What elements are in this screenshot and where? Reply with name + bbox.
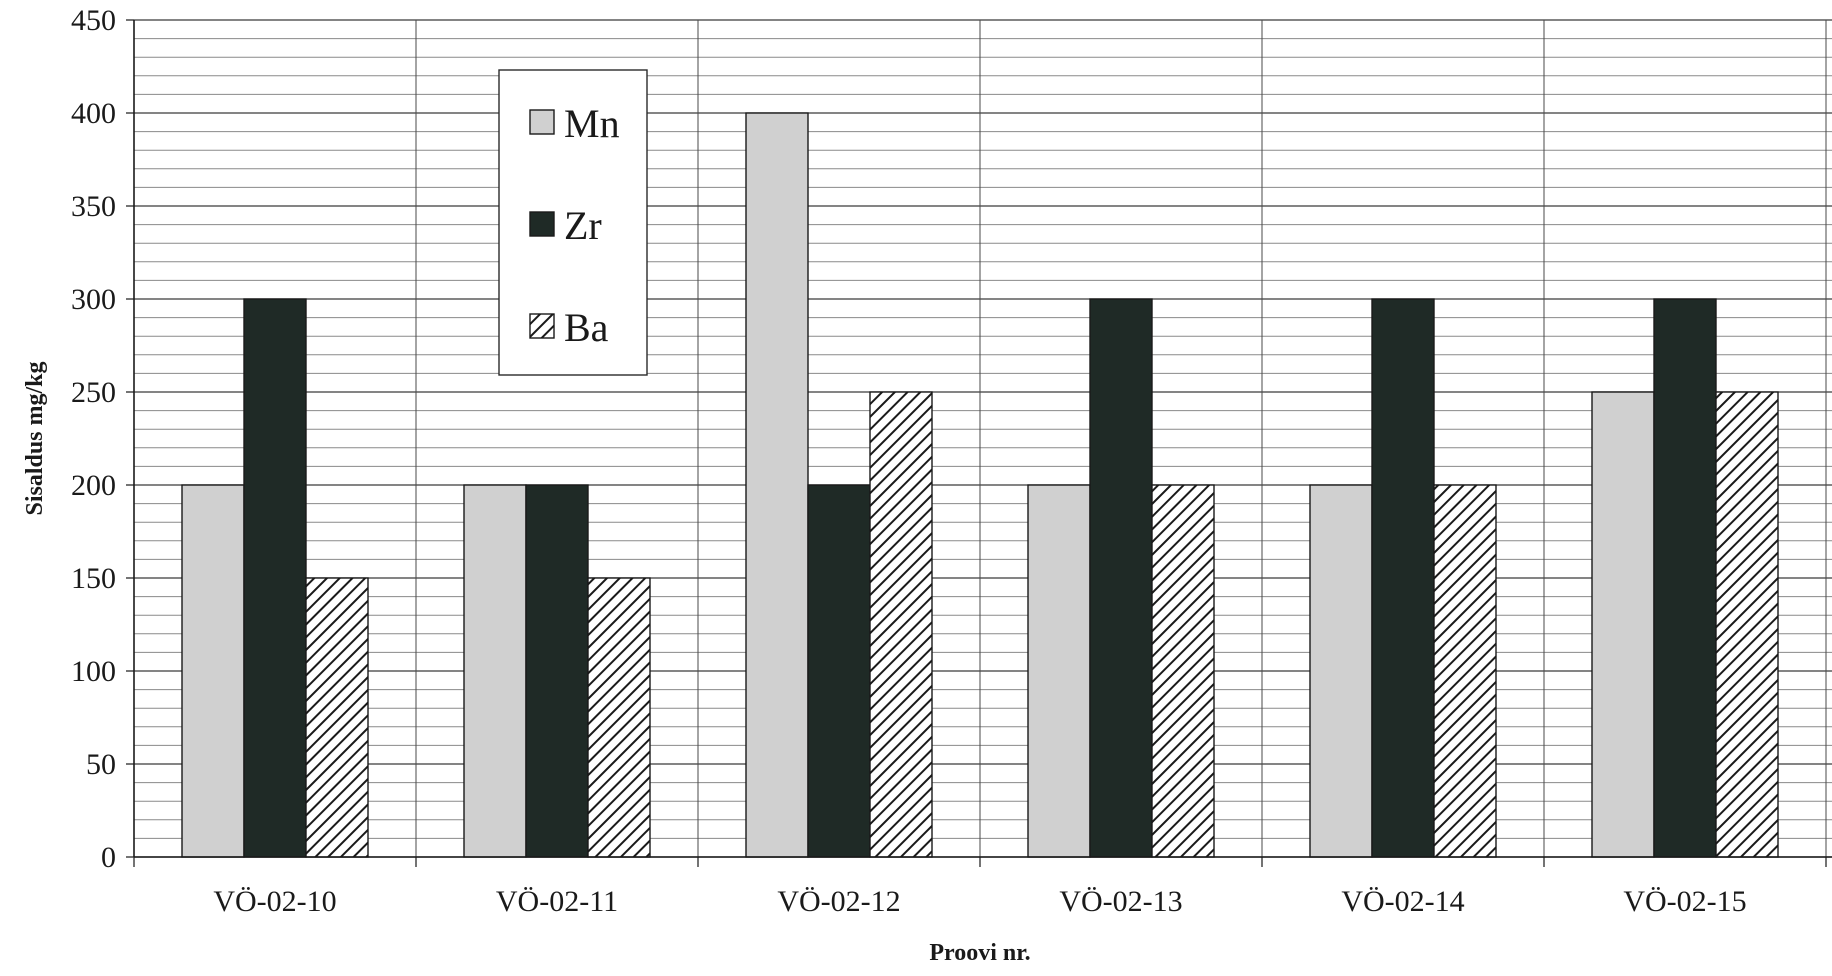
x-tick-label: VÖ-02-10: [213, 885, 336, 918]
x-tick-label: VÖ-02-11: [496, 885, 618, 918]
bar-mn-vö-02-15: [1591, 391, 1655, 858]
legend-label-zr: Zr: [564, 203, 602, 248]
y-tick-label: 200: [71, 469, 116, 502]
bar-mn-vö-02-13: [1027, 484, 1091, 858]
minor-gridlines: [134, 38, 1832, 839]
bar-zr-vö-02-10: [243, 298, 307, 858]
bar-zr-vö-02-12: [807, 484, 871, 858]
x-tick-label: VÖ-02-14: [1341, 885, 1464, 918]
bar-zr-vö-02-13: [1089, 298, 1153, 858]
x-axis-title: Proovi nr.: [929, 940, 1030, 966]
legend-box: [498, 69, 648, 376]
y-tick-label: 150: [71, 562, 116, 595]
y-tick-label: 0: [101, 841, 116, 874]
bar-ba-vö-02-14: [1433, 484, 1497, 858]
legend-label-ba: Ba: [564, 305, 609, 350]
axes: [126, 19, 1832, 867]
bar-ba-vö-02-12: [869, 391, 933, 858]
bar-mn-vö-02-11: [463, 484, 527, 858]
bar-ba-vö-02-11: [587, 577, 651, 858]
legend-swatch-mn: [529, 109, 555, 135]
x-tick-label: VÖ-02-12: [777, 885, 900, 918]
bar-ba-vö-02-10: [305, 577, 369, 858]
legend-swatch-zr: [529, 211, 555, 237]
legend-swatch-ba: [529, 313, 555, 339]
y-tick-label: 450: [71, 4, 116, 37]
y-tick-label: 250: [71, 376, 116, 409]
bar-mn-vö-02-10: [181, 484, 245, 858]
y-tick-label: 350: [71, 190, 116, 223]
legend-label-mn: Mn: [564, 101, 620, 146]
bar-ba-vö-02-13: [1151, 484, 1215, 858]
bar-zr-vö-02-11: [525, 484, 589, 858]
y-tick-label: 400: [71, 97, 116, 130]
x-tick-labels: VÖ-02-10 VÖ-02-11 VÖ-02-12 VÖ-02-13 VÖ-02-14…: [213, 885, 1746, 918]
bar-zr-vö-02-14: [1371, 298, 1435, 858]
bars: [181, 112, 1779, 858]
y-tick-label: 50: [86, 748, 116, 781]
category-gridlines: [133, 20, 1827, 857]
y-tick-label: 300: [71, 283, 116, 316]
x-tick-label: VÖ-02-13: [1059, 885, 1182, 918]
y-axis-title: Sisaldus mg/kg: [22, 361, 48, 515]
y-tick-labels: 0 50 100 150 200 250 300 350 400 450: [71, 4, 116, 874]
bar-zr-vö-02-15: [1653, 298, 1717, 858]
y-tick-label: 100: [71, 655, 116, 688]
legend: Mn Zr Ba: [498, 69, 648, 376]
major-gridlines: [134, 19, 1832, 858]
bar-ba-vö-02-15: [1715, 391, 1779, 858]
bar-mn-vö-02-14: [1309, 484, 1373, 858]
x-tick-label: VÖ-02-15: [1623, 885, 1746, 918]
bar-mn-vö-02-12: [745, 112, 809, 858]
